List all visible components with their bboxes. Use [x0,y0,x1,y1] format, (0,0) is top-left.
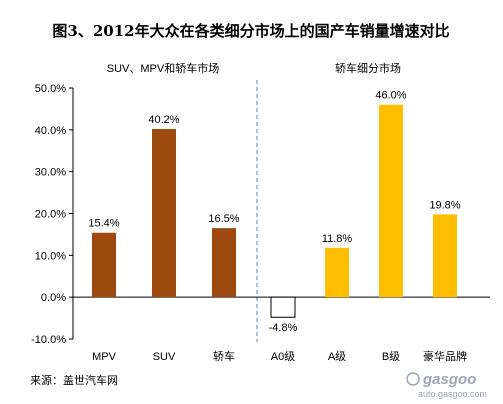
bar-5 [325,247,349,298]
data-label: 19.8% [429,199,460,211]
y-tick-label: 30.0% [35,167,66,179]
watermark: gasgoo auto.gasgoo.com [406,371,487,399]
y-tick-label: 50.0% [35,83,66,95]
data-label: 11.8% [322,233,353,245]
data-label: -4.8% [269,322,298,334]
category-label: A0级 [271,350,295,363]
bar-7 [433,214,457,298]
data-label: 40.2% [148,114,179,126]
data-label: 46.0% [375,90,406,102]
chart-title: 图3、2012年大众在各类细分市场上的国产车销量增速对比 [52,22,449,40]
y-tick-label: 40.0% [35,125,66,137]
y-tick-label: 10.0% [35,250,66,262]
watermark-url: auto.gasgoo.com [418,389,487,399]
source-note: 来源：盖世汽车网 [30,373,118,387]
y-tick-label: -10.0% [31,334,66,346]
section-label-right: 轿车细分市场 [335,61,401,75]
bar-2 [152,128,176,298]
category-label: 轿车 [213,349,235,363]
bar-6 [379,104,403,298]
category-label: B级 [382,350,400,363]
y-tick-label: 0.0% [41,292,66,304]
watermark-logo: gasgoo [422,371,476,388]
data-label: 16.5% [208,213,239,225]
bar-1 [92,232,116,298]
y-tick-label: 20.0% [35,209,66,221]
category-label: SUV [153,351,176,363]
bar-4 [270,296,296,318]
bars [92,104,457,318]
bar-3 [212,228,236,298]
data-label: 15.4% [88,218,119,230]
y-axis: -10.0% 0.0% 10.0% 20.0% 30.0% 40.0% 50.0% [31,83,490,346]
category-label: 豪华品牌 [423,349,467,363]
category-label: MPV [92,351,117,363]
category-labels: MPV SUV 轿车 A0级 A级 B级 豪华品牌 [92,349,467,363]
category-label: A级 [328,350,346,363]
data-labels: 15.4% 40.2% 16.5% -4.8% 11.8% 46.0% 19.8% [88,90,460,335]
section-label-left: SUV、MPV和轿车市场 [107,61,219,75]
watermark-logo-icon [406,372,420,386]
